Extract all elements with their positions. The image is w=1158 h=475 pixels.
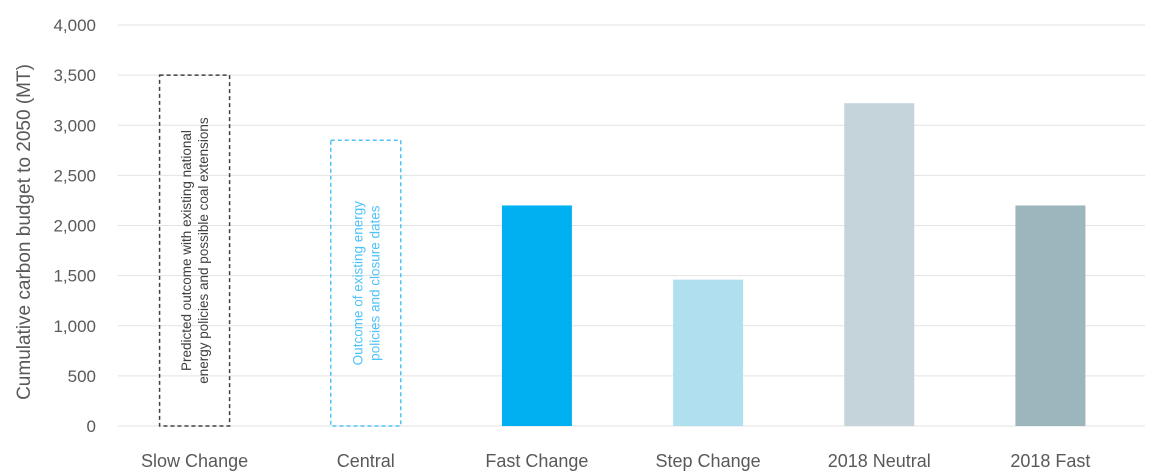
annotation-text: policies and closure dates [367, 205, 382, 361]
annotation-text: Predicted outcome with existing national [179, 130, 194, 371]
bar [1015, 205, 1086, 426]
y-axis-title: Cumulative carbon budget to 2050 (MT) [14, 64, 35, 400]
y-tick-label: 3,000 [53, 116, 96, 135]
y-tick-label: 2,500 [53, 166, 96, 185]
bar [673, 279, 744, 426]
bars [501, 103, 1086, 426]
y-axis-ticks: 0 500 1,000 1,500 2,000 2,500 3,000 3,500 4,000 [53, 16, 96, 436]
y-tick-label: 2,000 [53, 217, 96, 236]
gridlines [118, 24, 1145, 427]
x-category-label: Central [337, 451, 395, 471]
x-axis-labels: Slow Change Central Fast Change Step Change… [141, 451, 1090, 471]
y-tick-label: 500 [68, 367, 96, 386]
annotation-text: Outcome of existing energy [350, 201, 365, 366]
y-tick-label: 1,000 [53, 317, 96, 336]
y-tick-label: 4,000 [53, 16, 96, 35]
x-category-label: 2018 Neutral [828, 451, 931, 471]
y-tick-label: 1,500 [53, 267, 96, 286]
x-category-label: 2018 Fast [1010, 451, 1090, 471]
annotation-text: energy policies and possible coal extens… [196, 117, 211, 384]
bar [501, 205, 572, 426]
bar [844, 103, 915, 426]
x-category-label: Fast Change [485, 451, 588, 471]
y-tick-label: 3,500 [53, 66, 96, 85]
x-category-label: Slow Change [141, 451, 248, 471]
x-category-label: Step Change [656, 451, 761, 471]
annotation-box [158, 74, 231, 427]
y-tick-label: 0 [87, 417, 96, 436]
annotation-boxes: Predicted outcome with existing national… [158, 74, 402, 427]
annotation-box [330, 139, 402, 427]
